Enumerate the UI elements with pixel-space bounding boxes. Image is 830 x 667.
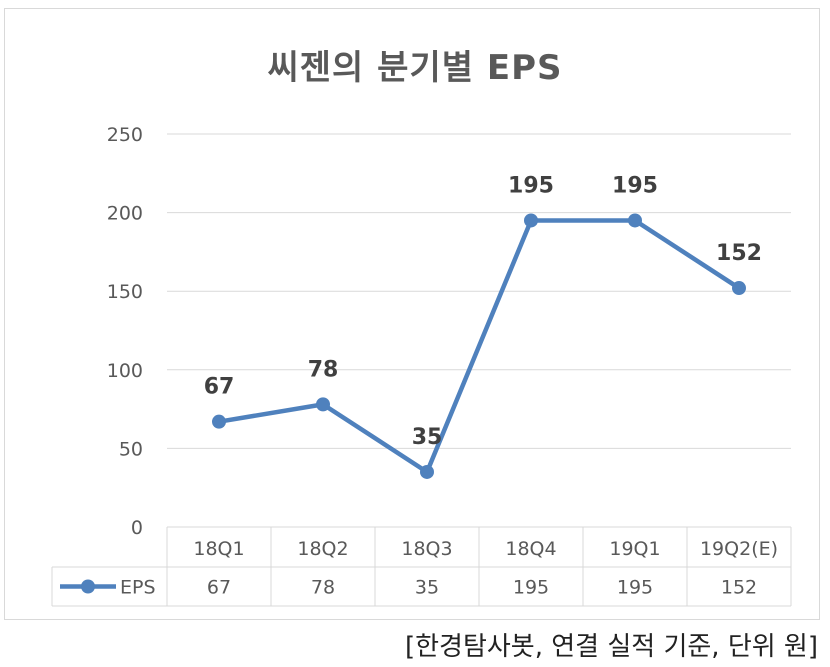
legend-label: EPS [120, 577, 156, 599]
data-label: 67 [204, 375, 235, 400]
y-tick-label: 200 [107, 203, 143, 225]
x-category-label: 18Q2 [297, 538, 348, 560]
table-value: 195 [513, 577, 549, 599]
x-category-label: 19Q1 [609, 538, 660, 560]
data-label: 35 [412, 425, 443, 450]
data-point [732, 281, 746, 296]
data-point [524, 213, 538, 228]
data-point [212, 414, 226, 429]
table-value: 152 [721, 577, 757, 599]
data-point [316, 397, 330, 412]
table-value: 35 [415, 577, 439, 599]
data-point [420, 464, 434, 479]
legend-marker [81, 579, 95, 594]
y-tick-label: 50 [119, 438, 143, 460]
x-category-label: 18Q3 [401, 538, 452, 560]
chart-frame [4, 8, 820, 620]
source-note: [한경탐사봇, 연결 실적 기준, 단위 원] [404, 632, 818, 662]
y-tick-label: 250 [107, 124, 143, 146]
y-tick-label: 150 [107, 281, 143, 303]
data-label: 195 [508, 173, 554, 198]
table-value: 78 [311, 577, 335, 599]
data-label: 195 [612, 173, 658, 198]
x-category-label: 18Q4 [505, 538, 556, 560]
x-category-label: 18Q1 [193, 538, 244, 560]
x-category-label: 19Q2(E) [700, 538, 778, 560]
data-point [628, 213, 642, 228]
y-tick-label: 100 [107, 360, 143, 382]
y-tick-label: 0 [131, 517, 143, 539]
data-label: 78 [308, 357, 339, 382]
data-label: 152 [716, 241, 762, 266]
table-value: 195 [617, 577, 653, 599]
table-value: 67 [207, 577, 231, 599]
chart-title: 씨젠의 분기별 EPS [267, 48, 563, 88]
series-line-eps [218, 218, 741, 475]
